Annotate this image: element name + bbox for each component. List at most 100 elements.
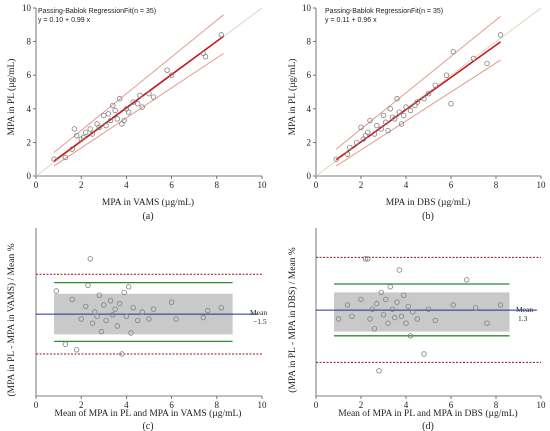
panel-a: Passing-Bablok RegressionFit(n = 35) y =… <box>6 3 267 222</box>
panel-c-data-point <box>103 317 109 324</box>
panel-d-data-point <box>450 302 456 308</box>
panel-c-xlabel: Mean of MPA in PL and MPA in VAMS (µg/mL… <box>55 408 242 419</box>
panel-b-data-point <box>385 127 391 134</box>
panel-c-data-point <box>83 303 89 310</box>
panel-d-data-point <box>403 320 409 326</box>
panel-d-xtick-label: 6 <box>449 400 454 410</box>
panel-b-data-point <box>412 102 418 109</box>
panel-b-data-point <box>484 60 490 67</box>
panel-b-xlabel: MPA in DBS (µg/mL) <box>386 197 471 208</box>
panel-b-data-point <box>396 109 402 115</box>
panel-d-data-point <box>369 306 375 312</box>
panel-d-data-point <box>367 316 373 322</box>
panel-c-data-point <box>101 302 107 308</box>
panel-d-data-point <box>394 299 400 305</box>
panel-d-data-point <box>385 320 391 326</box>
panel-a-data-point <box>137 92 143 99</box>
panel-b-ytick-label: 8 <box>307 37 312 47</box>
panel-c-data-point <box>125 284 132 290</box>
panel-d-data-point <box>497 302 504 308</box>
panel-a-data-point <box>130 99 136 105</box>
panel-d-data-point <box>464 277 470 283</box>
panel-d-data-point <box>432 317 438 324</box>
panel-d-data-point <box>376 368 382 374</box>
panel-c-data-point <box>85 282 91 289</box>
panel-a-label: (a) <box>142 211 153 222</box>
panel-d-data-point <box>380 312 387 318</box>
panel-b-header-line1: Passing-Bablok RegressionFit(n = 35) <box>325 8 443 15</box>
panel-a-data-point <box>146 90 152 97</box>
panel-b-data-point <box>371 131 378 137</box>
panel-a-ci-lower <box>53 52 224 167</box>
panel-d-data-point <box>362 256 369 262</box>
panel-c-xtick-label: 10 <box>258 400 268 410</box>
panel-a-xtick-label: 2 <box>79 180 84 190</box>
panel-a-data-point <box>71 126 78 132</box>
panel-a-data-point <box>168 72 175 78</box>
panel-b-ylabel: MPA in PL (µg/mL) <box>287 59 298 136</box>
panel-c-data-point <box>112 306 118 312</box>
panel-d-data-point <box>371 326 378 332</box>
panel-b-data-point <box>421 96 427 102</box>
panel-c-data-point <box>128 330 134 336</box>
panel-a-xtick-label: 6 <box>169 180 174 190</box>
panel-c-data-point <box>98 328 105 335</box>
panel-a-xtick-label: 8 <box>215 180 220 190</box>
panel-b-data-point <box>470 55 477 62</box>
panel-a-data-point <box>218 32 225 38</box>
panel-c-data-point <box>134 317 141 324</box>
panel-b-data-point <box>407 107 414 114</box>
panel-a-data-point <box>134 101 141 107</box>
panel-a-header-line2: y = 0.10 + 0.99 x <box>38 17 91 24</box>
panel-d-ylabel: (MPA in PL - MPA in DBS) / Mean % <box>287 247 298 393</box>
panel-d-data-point <box>374 300 380 307</box>
panel-a-data-point <box>80 134 87 141</box>
panel-b-regression-line <box>335 41 501 161</box>
panel-a-data-point <box>69 146 75 152</box>
panel-d: (MPA in PL - MPA in DBS) / Mean % Mean o… <box>287 228 546 431</box>
panel-b-data-point <box>394 96 400 102</box>
panel-d-data-point <box>407 333 414 339</box>
panel-d-data-point <box>405 303 411 310</box>
panel-a-data-point <box>105 111 112 117</box>
panel-d-data-point <box>425 306 432 312</box>
panel-a-header-line1: Passing-Bablok RegressionFit(n = 35) <box>38 8 156 15</box>
panel-c-data-point <box>200 314 206 321</box>
panel-a-ytick-label: 6 <box>27 70 32 80</box>
panel-b-data-point <box>353 139 360 146</box>
panel-b-label: (b) <box>422 211 434 222</box>
panel-a-ytick-label: 8 <box>27 37 32 47</box>
panel-c-data-point <box>114 323 121 329</box>
panel-d-data-point <box>398 313 405 319</box>
panel-c-data-point <box>173 316 179 322</box>
panel-a-data-point <box>121 117 127 124</box>
panel-b: Passing-Bablok RegressionFit(n = 35) y =… <box>287 3 546 222</box>
panel-c-data-point <box>121 289 127 296</box>
panel-a-data-point <box>101 112 107 119</box>
panel-d-xtick-label: 0 <box>314 400 319 410</box>
panel-c-data-point <box>168 299 175 305</box>
panel-b-xtick-label: 4 <box>404 180 409 190</box>
panel-b-data-point <box>362 132 369 139</box>
panel-a-ytick-label: 10 <box>22 3 32 13</box>
panel-d-data-point <box>349 313 355 319</box>
panel-d-data-point <box>378 289 384 296</box>
panel-a-ytick-label: 4 <box>27 104 32 114</box>
panel-c-data-point <box>62 341 69 347</box>
panel-c-data-point <box>94 313 100 319</box>
panel-d-data-point <box>392 314 398 321</box>
panel-b-data-point <box>347 144 353 151</box>
panel-b-data-point <box>367 117 373 124</box>
panel-c-ylabel: (MPA in PL - MPA in VAMS) / Mean % <box>6 243 17 396</box>
panel-d-data-point <box>344 302 351 308</box>
panel-d-xtick-label: 10 <box>537 400 547 410</box>
panel-a-data-point <box>96 124 102 130</box>
panel-d-xtick-label: 2 <box>359 400 364 410</box>
panel-a-ylabel: MPA in PL (µg/mL) <box>6 59 17 136</box>
panel-d-xtick-label: 8 <box>494 400 499 410</box>
panel-c-mean-value: −1.5 <box>253 317 267 326</box>
panel-b-data-point <box>401 112 407 119</box>
panel-c-data-point <box>53 288 60 294</box>
panel-c-mean-label: Mean <box>250 308 267 317</box>
panel-a-data-point <box>164 67 170 73</box>
